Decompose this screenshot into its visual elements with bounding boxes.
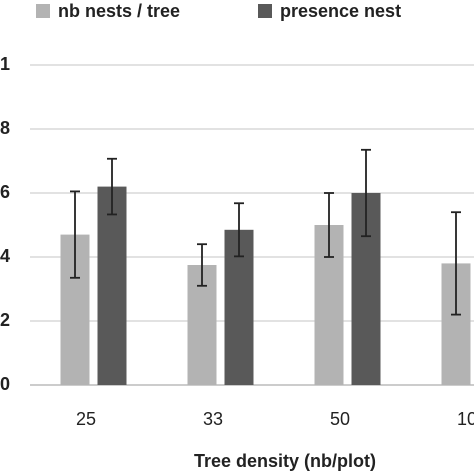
y-tick-label: 2 bbox=[0, 310, 10, 330]
y-tick-label: 0 bbox=[0, 374, 10, 394]
y-tick-label: 1 bbox=[0, 54, 10, 74]
bar bbox=[97, 186, 127, 385]
error-bar bbox=[451, 211, 461, 316]
legend-swatch bbox=[258, 4, 272, 18]
y-tick-label: 6 bbox=[0, 182, 10, 202]
y-tick-label: 8 bbox=[0, 118, 10, 138]
x-tick-label: 10 bbox=[457, 409, 474, 429]
y-tick-label: 4 bbox=[0, 246, 10, 266]
error-bar bbox=[361, 148, 371, 238]
x-tick-label: 33 bbox=[203, 409, 223, 429]
x-tick-label: 25 bbox=[76, 409, 96, 429]
error-bar bbox=[70, 190, 80, 279]
legend-swatch bbox=[36, 4, 50, 18]
error-bar bbox=[107, 157, 117, 216]
error-bar bbox=[324, 192, 334, 258]
error-bar bbox=[234, 202, 244, 258]
x-axis-title: Tree density (nb/plot) bbox=[194, 451, 376, 471]
error-bar bbox=[197, 243, 207, 287]
legend-label: nb nests / tree bbox=[58, 1, 180, 21]
legend-label: presence nest bbox=[280, 1, 401, 21]
x-tick-label: 50 bbox=[330, 409, 350, 429]
